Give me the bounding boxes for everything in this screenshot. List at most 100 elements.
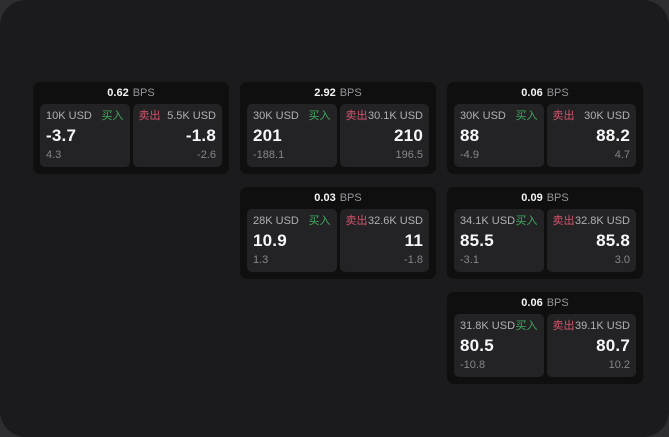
sell-panel-top: 卖出 32.6K USD [346, 215, 424, 228]
sell-amount: 32.8K USD [574, 215, 630, 227]
buy-price: 88 [460, 126, 480, 145]
sell-amount: 39.1K USD [574, 320, 630, 332]
buy-panel-top: 28K USD 买入 [253, 215, 331, 228]
sell-panel[interactable]: 卖出 32.8K USD 85.8 3.0 [546, 209, 636, 272]
sell-side-label: 卖出 [552, 110, 575, 122]
sell-panel-top: 卖出 5.5K USD [139, 110, 217, 123]
bps-value: 2.92 [314, 87, 336, 99]
buy-panel[interactable]: 10K USD 买入 -3.7 4.3 [40, 104, 130, 167]
buy-side-label: 买入 [515, 320, 538, 332]
bps-unit-label: BPS [339, 192, 362, 204]
sell-delta: 10.2 [608, 359, 630, 371]
sell-delta: -2.6 [197, 149, 216, 161]
buy-panel-top: 34.1K USD 买入 [460, 215, 538, 228]
sell-panel[interactable]: 卖出 32.6K USD 11 -1.8 [339, 209, 429, 272]
price-panels: 28K USD 买入 10.9 1.3 卖出 32.6K USD 11 -1.8 [247, 209, 429, 272]
sell-price: 11 [404, 231, 423, 250]
card-header: 0.03 BPS [247, 187, 429, 209]
sell-price: 85.8 [596, 231, 630, 250]
buy-delta: -10.8 [460, 359, 486, 371]
bps-unit-label: BPS [132, 87, 155, 99]
sell-delta: 3.0 [614, 254, 630, 266]
sell-panel-top: 卖出 32.8K USD [553, 215, 631, 228]
buy-panel[interactable]: 28K USD 买入 10.9 1.3 [247, 209, 337, 272]
sell-delta: 4.7 [614, 149, 630, 161]
buy-delta: 1.3 [253, 254, 269, 266]
buy-delta: -4.9 [460, 149, 479, 161]
buy-side-label: 买入 [308, 110, 331, 122]
buy-panel-top: 31.8K USD 买入 [460, 320, 538, 333]
buy-delta: -3.1 [460, 254, 479, 266]
sell-panel-top: 卖出 39.1K USD [553, 320, 631, 333]
sell-delta: -1.8 [404, 254, 423, 266]
sell-panel[interactable]: 卖出 30K USD 88.2 4.7 [546, 104, 636, 167]
sell-amount: 30.1K USD [367, 110, 423, 122]
buy-panel-top: 30K USD 买入 [460, 110, 538, 123]
card-header: 0.06 BPS [454, 82, 636, 104]
quote-card: 0.09 BPS 34.1K USD 买入 85.5 -3.1 卖出 32.8K… [447, 187, 643, 279]
price-panels: 10K USD 买入 -3.7 4.3 卖出 5.5K USD -1.8 -2.… [40, 104, 222, 167]
buy-panel[interactable]: 30K USD 买入 201 -188.1 [247, 104, 337, 167]
sell-panel-top: 卖出 30K USD [553, 110, 631, 123]
sell-side-label: 卖出 [345, 215, 368, 227]
buy-panel-top: 30K USD 买入 [253, 110, 331, 123]
buy-amount: 31.8K USD [460, 320, 516, 332]
buy-amount: 28K USD [253, 215, 299, 227]
sell-panel[interactable]: 卖出 39.1K USD 80.7 10.2 [546, 314, 636, 377]
sell-price: 80.7 [596, 336, 630, 355]
buy-panel[interactable]: 31.8K USD 买入 80.5 -10.8 [454, 314, 544, 377]
bps-value: 0.06 [521, 297, 543, 309]
sell-side-label: 卖出 [552, 320, 575, 332]
bps-value: 0.06 [521, 87, 543, 99]
buy-side-label: 买入 [515, 110, 538, 122]
buy-amount: 30K USD [253, 110, 299, 122]
buy-panel-top: 10K USD 买入 [46, 110, 124, 123]
buy-price: 85.5 [460, 231, 494, 250]
sell-side-label: 卖出 [138, 110, 161, 122]
bps-unit-label: BPS [339, 87, 362, 99]
sell-amount: 32.6K USD [367, 215, 423, 227]
sell-panel[interactable]: 卖出 30.1K USD 210 196.5 [339, 104, 429, 167]
bps-value: 0.62 [107, 87, 129, 99]
sell-price: -1.8 [185, 126, 216, 145]
buy-price: 80.5 [460, 336, 494, 355]
bps-unit-label: BPS [546, 87, 569, 99]
sell-panel[interactable]: 卖出 5.5K USD -1.8 -2.6 [132, 104, 222, 167]
sell-side-label: 卖出 [552, 215, 575, 227]
buy-delta: 4.3 [46, 149, 62, 161]
bps-value: 0.09 [521, 192, 543, 204]
quote-card: 2.92 BPS 30K USD 买入 201 -188.1 卖出 30.1K … [240, 82, 436, 174]
sell-side-label: 卖出 [345, 110, 368, 122]
price-panels: 34.1K USD 买入 85.5 -3.1 卖出 32.8K USD 85.8… [454, 209, 636, 272]
sell-delta: 196.5 [395, 149, 423, 161]
sell-amount: 30K USD [584, 110, 630, 122]
buy-panel[interactable]: 34.1K USD 买入 85.5 -3.1 [454, 209, 544, 272]
quote-card-grid: 0.62 BPS 10K USD 买入 -3.7 4.3 卖出 5.5K USD [33, 82, 643, 384]
buy-side-label: 买入 [515, 215, 538, 227]
quote-card: 0.06 BPS 31.8K USD 买入 80.5 -10.8 卖出 39.1… [447, 292, 643, 384]
price-panels: 30K USD 买入 88 -4.9 卖出 30K USD 88.2 4.7 [454, 104, 636, 167]
buy-price: 10.9 [253, 231, 287, 250]
buy-side-label: 买入 [308, 215, 331, 227]
buy-price: 201 [253, 126, 282, 145]
card-header: 0.06 BPS [454, 292, 636, 314]
card-header: 2.92 BPS [247, 82, 429, 104]
price-panels: 31.8K USD 买入 80.5 -10.8 卖出 39.1K USD 80.… [454, 314, 636, 377]
quote-card: 0.62 BPS 10K USD 买入 -3.7 4.3 卖出 5.5K USD [33, 82, 229, 174]
sell-price: 88.2 [596, 126, 630, 145]
sell-price: 210 [394, 126, 423, 145]
buy-amount: 30K USD [460, 110, 506, 122]
card-header: 0.62 BPS [40, 82, 222, 104]
bps-unit-label: BPS [546, 297, 569, 309]
buy-side-label: 买入 [101, 110, 124, 122]
buy-amount: 10K USD [46, 110, 92, 122]
quote-card: 0.03 BPS 28K USD 买入 10.9 1.3 卖出 32.6K US… [240, 187, 436, 279]
buy-panel[interactable]: 30K USD 买入 88 -4.9 [454, 104, 544, 167]
quote-card: 0.06 BPS 30K USD 买入 88 -4.9 卖出 30K USD [447, 82, 643, 174]
buy-delta: -188.1 [253, 149, 285, 161]
bps-unit-label: BPS [546, 192, 569, 204]
buy-price: -3.7 [46, 126, 77, 145]
sell-amount: 5.5K USD [167, 110, 216, 122]
sell-panel-top: 卖出 30.1K USD [346, 110, 424, 123]
